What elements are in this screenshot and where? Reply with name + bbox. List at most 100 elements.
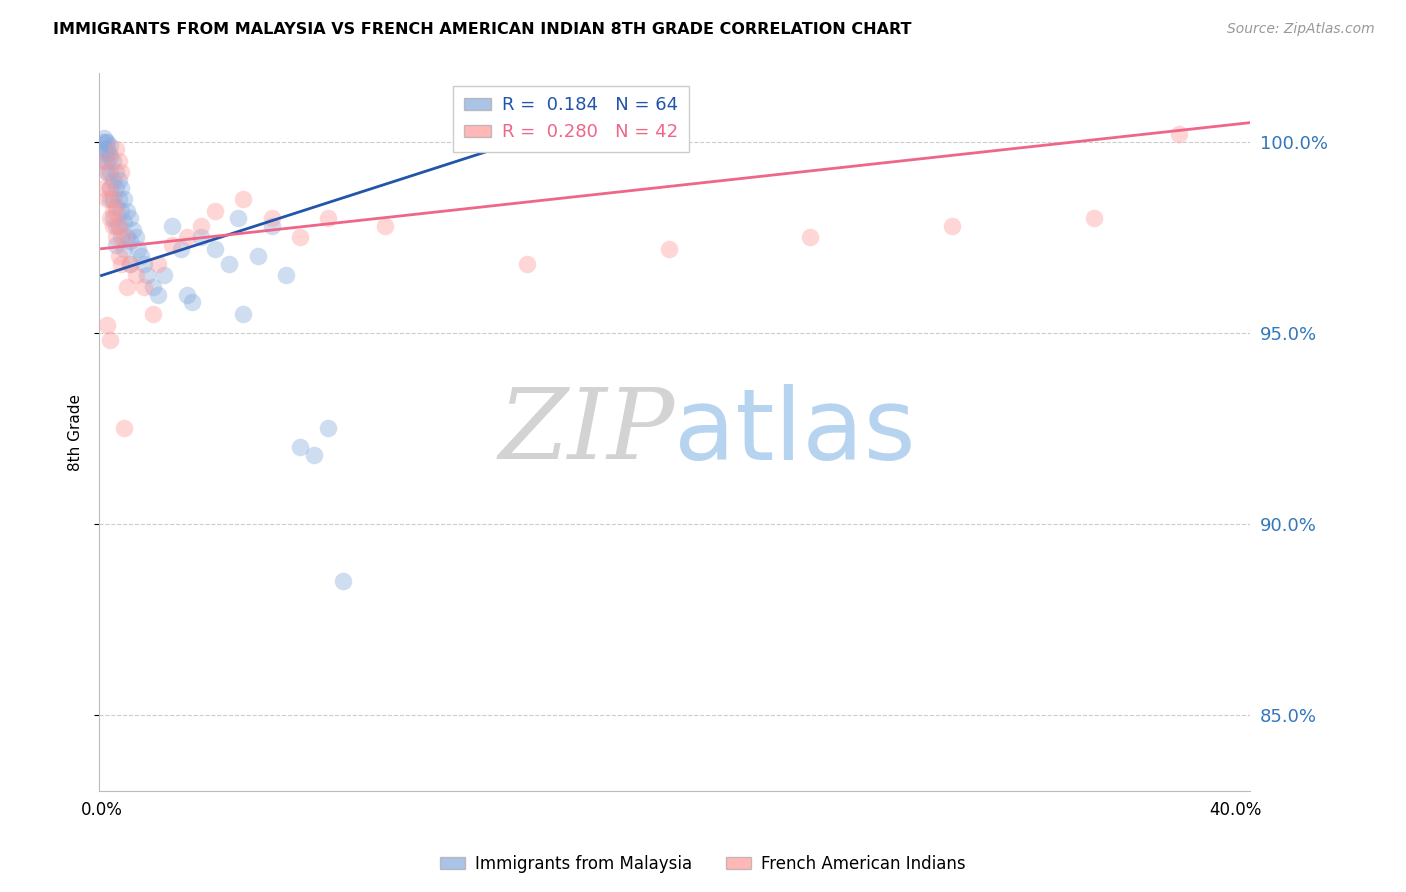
Point bbox=[112, 421, 135, 435]
Point bbox=[104, 165, 127, 179]
Point bbox=[98, 211, 121, 226]
Point bbox=[658, 242, 681, 256]
Point bbox=[104, 238, 127, 252]
Point bbox=[93, 153, 115, 168]
Point bbox=[204, 203, 226, 218]
Point bbox=[124, 230, 146, 244]
Point bbox=[107, 219, 129, 233]
Point bbox=[118, 234, 141, 248]
Point bbox=[318, 421, 340, 435]
Point bbox=[101, 219, 124, 233]
Point bbox=[97, 146, 120, 161]
Point bbox=[101, 192, 124, 206]
Point bbox=[162, 219, 184, 233]
Point bbox=[132, 280, 155, 294]
Point bbox=[104, 203, 127, 218]
Point bbox=[218, 257, 240, 271]
Point bbox=[96, 153, 118, 168]
Point bbox=[104, 230, 127, 244]
Point bbox=[142, 307, 165, 321]
Point bbox=[232, 307, 254, 321]
Point bbox=[132, 257, 155, 271]
Point bbox=[101, 153, 124, 168]
Point bbox=[148, 257, 170, 271]
Point bbox=[98, 192, 121, 206]
Point bbox=[1083, 211, 1105, 226]
Point bbox=[110, 203, 132, 218]
Legend: Immigrants from Malaysia, French American Indians: Immigrants from Malaysia, French America… bbox=[434, 848, 972, 880]
Point bbox=[142, 280, 165, 294]
Point bbox=[118, 257, 141, 271]
Point bbox=[176, 230, 198, 244]
Point bbox=[115, 280, 138, 294]
Text: atlas: atlas bbox=[675, 384, 915, 481]
Point bbox=[115, 230, 138, 244]
Point bbox=[107, 219, 129, 233]
Point bbox=[941, 219, 963, 233]
Point bbox=[121, 222, 143, 236]
Point bbox=[96, 165, 118, 179]
Point bbox=[104, 180, 127, 194]
Point bbox=[93, 142, 115, 156]
Point bbox=[302, 448, 325, 462]
Point bbox=[148, 287, 170, 301]
Point bbox=[101, 192, 124, 206]
Point bbox=[91, 135, 114, 149]
Point bbox=[96, 135, 118, 149]
Point bbox=[274, 268, 297, 283]
Point bbox=[96, 318, 118, 333]
Point bbox=[98, 334, 121, 348]
Text: ZIP: ZIP bbox=[498, 384, 675, 480]
Point bbox=[516, 257, 538, 271]
Point bbox=[232, 192, 254, 206]
Point bbox=[110, 180, 132, 194]
Point bbox=[288, 441, 311, 455]
Point bbox=[170, 242, 193, 256]
Point bbox=[93, 153, 115, 168]
Point bbox=[115, 203, 138, 218]
Point bbox=[135, 268, 157, 283]
Text: IMMIGRANTS FROM MALAYSIA VS FRENCH AMERICAN INDIAN 8TH GRADE CORRELATION CHART: IMMIGRANTS FROM MALAYSIA VS FRENCH AMERI… bbox=[53, 22, 912, 37]
Point bbox=[98, 180, 121, 194]
Point bbox=[98, 165, 121, 179]
Point bbox=[374, 219, 396, 233]
Point bbox=[153, 268, 176, 283]
Point bbox=[98, 180, 121, 194]
Point bbox=[93, 180, 115, 194]
Point bbox=[104, 219, 127, 233]
Point bbox=[260, 219, 283, 233]
Point bbox=[94, 135, 117, 149]
Point bbox=[110, 257, 132, 271]
Point bbox=[162, 238, 184, 252]
Point bbox=[190, 230, 212, 244]
Point bbox=[107, 153, 129, 168]
Point bbox=[98, 150, 121, 164]
Point bbox=[129, 249, 152, 263]
Point bbox=[1168, 127, 1191, 141]
Point bbox=[94, 146, 117, 161]
Point bbox=[260, 211, 283, 226]
Point bbox=[107, 249, 129, 263]
Text: Source: ZipAtlas.com: Source: ZipAtlas.com bbox=[1227, 22, 1375, 37]
Point bbox=[104, 142, 127, 156]
Point bbox=[112, 230, 135, 244]
Point bbox=[110, 230, 132, 244]
Point bbox=[124, 268, 146, 283]
Point bbox=[96, 142, 118, 156]
Point bbox=[288, 230, 311, 244]
Point bbox=[107, 192, 129, 206]
Point bbox=[98, 138, 121, 153]
Point bbox=[112, 242, 135, 256]
Legend: R =  0.184   N = 64, R =  0.280   N = 42: R = 0.184 N = 64, R = 0.280 N = 42 bbox=[453, 86, 689, 153]
Y-axis label: 8th Grade: 8th Grade bbox=[69, 393, 83, 471]
Point bbox=[181, 295, 204, 310]
Point bbox=[246, 249, 269, 263]
Point bbox=[204, 242, 226, 256]
Point bbox=[226, 211, 249, 226]
Point bbox=[332, 574, 354, 589]
Point bbox=[101, 173, 124, 187]
Point bbox=[93, 131, 115, 145]
Point bbox=[112, 215, 135, 229]
Point bbox=[110, 165, 132, 179]
Point bbox=[101, 211, 124, 226]
